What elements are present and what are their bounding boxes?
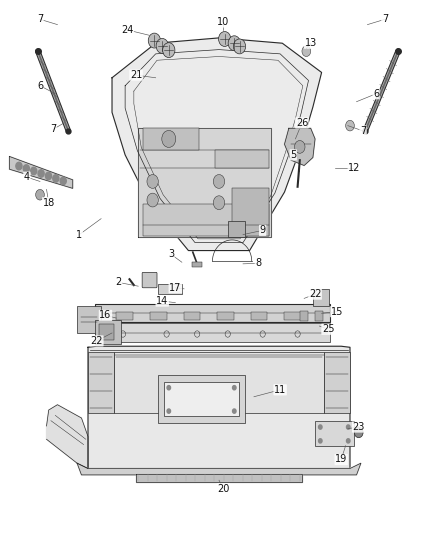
Circle shape [167, 385, 170, 390]
Bar [324, 352, 350, 413]
Circle shape [233, 409, 236, 413]
Bar [99, 324, 114, 340]
Text: 4: 4 [24, 172, 30, 182]
Bar [143, 128, 199, 150]
Text: 12: 12 [348, 163, 360, 173]
Circle shape [162, 131, 176, 148]
Text: 14: 14 [156, 296, 168, 306]
Circle shape [53, 175, 59, 182]
Bar [228, 221, 245, 237]
Bar [164, 382, 239, 416]
Circle shape [147, 174, 158, 188]
Polygon shape [112, 38, 321, 251]
Circle shape [147, 193, 158, 207]
Text: 13: 13 [304, 38, 317, 48]
Circle shape [35, 189, 44, 200]
Bar [313, 289, 329, 306]
Text: 24: 24 [121, 25, 134, 35]
Bar [251, 312, 268, 320]
Bar [117, 312, 133, 320]
Bar [300, 311, 307, 321]
Circle shape [148, 33, 160, 48]
Circle shape [302, 46, 311, 56]
Text: 7: 7 [50, 124, 56, 134]
Bar [158, 375, 245, 423]
Text: 7: 7 [37, 14, 43, 25]
Polygon shape [136, 474, 302, 482]
Text: 25: 25 [322, 324, 334, 334]
Bar [95, 320, 121, 344]
Circle shape [162, 43, 175, 58]
Bar [232, 188, 269, 236]
Text: 9: 9 [260, 225, 266, 236]
Polygon shape [46, 405, 88, 469]
Bar [150, 312, 166, 320]
Bar [143, 204, 269, 236]
Circle shape [60, 177, 66, 184]
Circle shape [294, 141, 305, 154]
Circle shape [318, 425, 322, 429]
Circle shape [46, 172, 52, 180]
Bar [77, 306, 101, 333]
Circle shape [354, 427, 363, 438]
Text: 6: 6 [373, 88, 379, 99]
Text: 7: 7 [382, 14, 388, 25]
Circle shape [38, 169, 44, 177]
Bar [95, 324, 330, 342]
Polygon shape [77, 463, 361, 475]
Circle shape [23, 165, 29, 172]
Text: 22: 22 [91, 336, 103, 346]
Text: 8: 8 [255, 259, 261, 268]
Text: 15: 15 [331, 306, 343, 317]
Bar [315, 311, 323, 321]
Bar [315, 421, 354, 446]
Circle shape [219, 31, 231, 46]
Circle shape [233, 39, 246, 54]
Circle shape [31, 167, 37, 175]
Text: 17: 17 [169, 283, 181, 293]
Text: 3: 3 [168, 249, 174, 259]
Circle shape [213, 174, 225, 188]
Text: 26: 26 [296, 118, 308, 128]
Text: 18: 18 [42, 198, 55, 208]
Text: 2: 2 [116, 278, 122, 287]
Polygon shape [88, 346, 350, 469]
Bar [217, 312, 234, 320]
Text: 22: 22 [309, 289, 321, 299]
Circle shape [156, 38, 168, 53]
Bar [114, 352, 324, 413]
Text: 6: 6 [37, 81, 43, 91]
Text: 21: 21 [130, 70, 142, 80]
Bar [95, 304, 330, 322]
Text: 11: 11 [274, 385, 286, 395]
Text: 20: 20 [217, 484, 230, 494]
Bar [215, 150, 269, 168]
Polygon shape [10, 157, 73, 188]
Circle shape [318, 439, 322, 443]
Text: 16: 16 [99, 310, 112, 320]
Bar [192, 262, 201, 266]
Text: 23: 23 [353, 422, 365, 432]
Bar [158, 284, 182, 294]
Circle shape [228, 36, 240, 51]
Bar [184, 312, 200, 320]
Polygon shape [138, 128, 272, 237]
Text: 5: 5 [290, 150, 297, 160]
Circle shape [213, 196, 225, 209]
FancyBboxPatch shape [142, 272, 157, 288]
Text: 1: 1 [76, 230, 82, 240]
Text: 10: 10 [217, 17, 230, 27]
Text: 7: 7 [360, 126, 366, 136]
Bar [285, 312, 301, 320]
Circle shape [346, 120, 354, 131]
Circle shape [346, 439, 350, 443]
Polygon shape [285, 128, 315, 165]
Bar [88, 352, 114, 413]
Circle shape [16, 163, 22, 169]
Text: 19: 19 [335, 455, 347, 464]
Circle shape [233, 385, 236, 390]
Circle shape [346, 425, 350, 429]
Circle shape [167, 409, 170, 413]
